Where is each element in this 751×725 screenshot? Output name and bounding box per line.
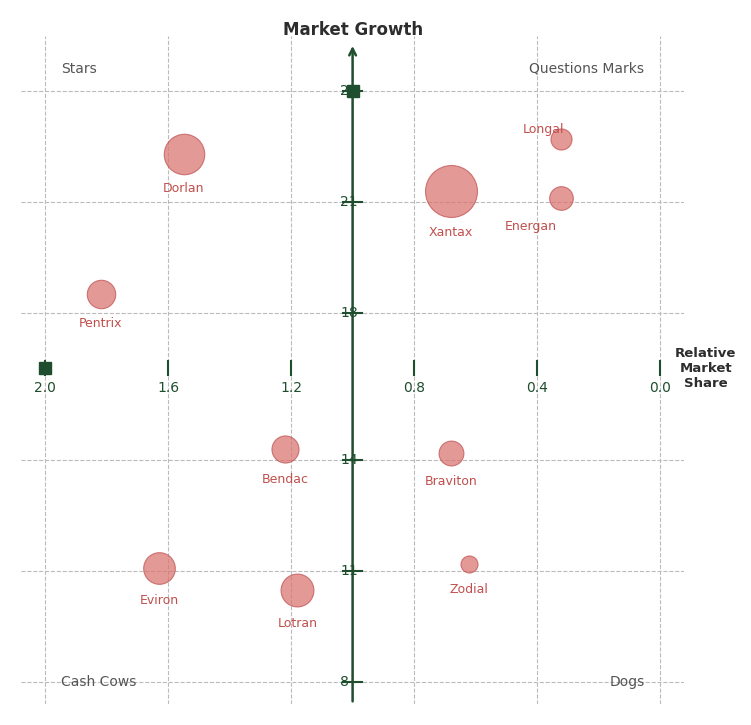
Text: 1.2: 1.2 [280,381,302,395]
Point [95,289,107,300]
Text: Braviton: Braviton [424,475,478,488]
Text: Stars: Stars [61,62,97,75]
Text: Dogs: Dogs [609,676,644,689]
Text: 8: 8 [340,675,349,689]
Text: 0.0: 0.0 [649,381,671,395]
Text: Pentrix: Pentrix [79,317,122,330]
Text: Bendac: Bendac [261,473,309,486]
Text: Energan: Energan [505,220,556,233]
Point [556,192,568,204]
Text: Questions Marks: Questions Marks [529,62,644,75]
Text: Dorlan: Dorlan [163,182,204,194]
Text: 21: 21 [340,195,358,209]
Text: Eviron: Eviron [140,594,179,607]
Point [445,185,457,196]
Text: Longal: Longal [522,123,564,136]
Text: 24: 24 [340,84,357,98]
Point [445,447,457,459]
Point [153,562,165,573]
Point [291,584,303,595]
Text: 0.4: 0.4 [526,381,547,395]
Point [279,444,291,455]
Point [556,133,568,145]
Text: 11: 11 [340,564,358,579]
Text: Zodial: Zodial [450,583,489,596]
Text: 14: 14 [340,453,358,468]
Text: 1.6: 1.6 [157,381,179,395]
Text: Lotran: Lotran [277,618,318,630]
Text: Xantax: Xantax [429,226,473,239]
Point [178,148,190,160]
Point [463,558,475,570]
Text: Market Growth: Market Growth [282,22,423,39]
Text: Relative
Market
Share: Relative Market Share [675,347,737,389]
Text: 0.8: 0.8 [403,381,425,395]
Text: Cash Cows: Cash Cows [61,676,136,689]
Text: 2.0: 2.0 [35,381,56,395]
Text: 18: 18 [340,306,358,320]
